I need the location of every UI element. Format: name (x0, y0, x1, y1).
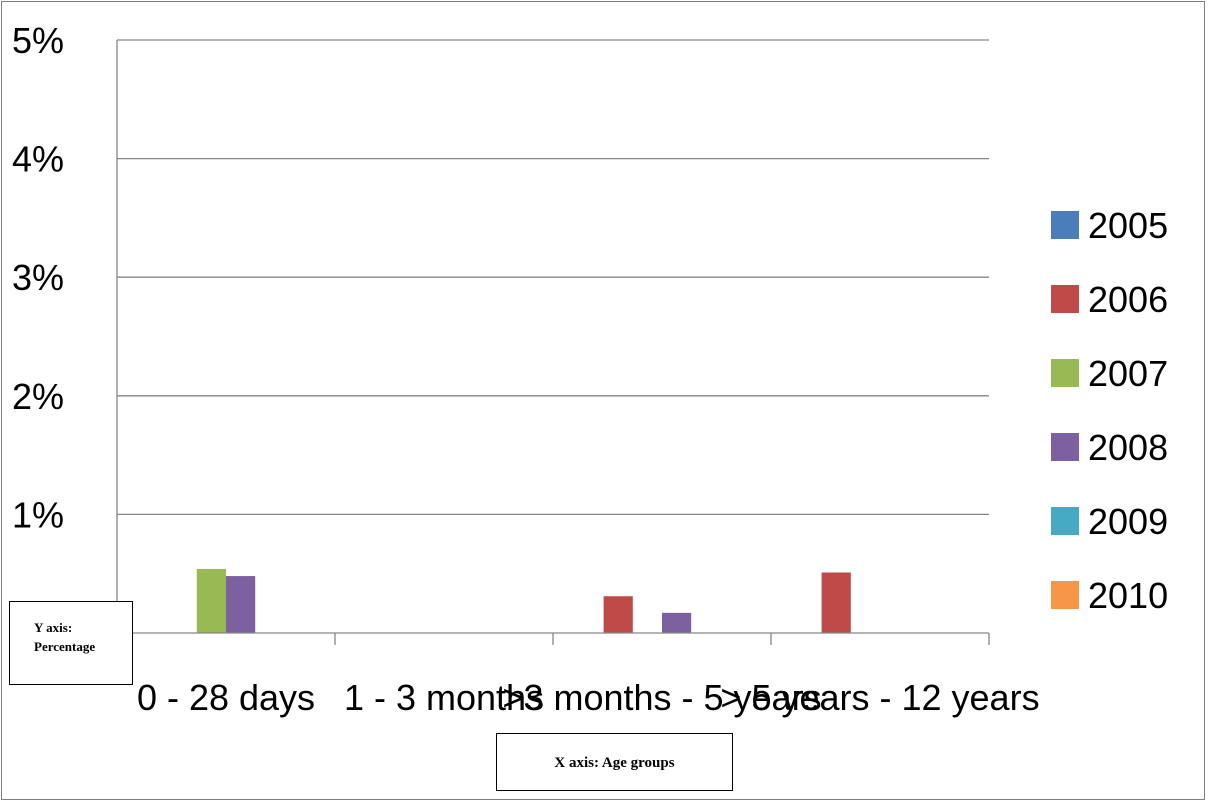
x-category-label: 0 - 28 days (137, 677, 315, 718)
bar (821, 572, 851, 633)
legend-label: 2007 (1088, 353, 1168, 394)
legend-label: 2005 (1088, 205, 1168, 246)
x-category-label: > 5 years - 12 years (720, 677, 1039, 718)
x-axis-title-box: X axis: Age groups (496, 733, 733, 791)
y-axis-title-line2: Percentage (34, 639, 96, 654)
legend-label: 2010 (1088, 575, 1168, 616)
legend-swatch (1051, 581, 1079, 609)
y-tick-label: 5% (12, 20, 64, 61)
bar (662, 612, 692, 633)
axes (116, 40, 990, 645)
y-axis-tick-labels: 0%1%2%3%4%5% (12, 20, 64, 654)
gridlines (117, 39, 989, 516)
x-axis-category-labels: 0 - 28 days 1 - 3 months>3 months - 5 yea… (137, 677, 1040, 718)
y-tick-label: 4% (12, 139, 64, 180)
bar (226, 576, 256, 633)
y-tick-label: 3% (12, 257, 64, 298)
x-axis-title: X axis: Age groups (554, 755, 675, 771)
legend-label: 2006 (1088, 279, 1168, 320)
legend-swatch (1051, 285, 1079, 313)
legend-swatch (1051, 507, 1079, 535)
legend: 2005 2006 2007 2008 2009 2010 (1051, 205, 1168, 616)
legend-swatch (1051, 211, 1079, 239)
legend-label: 2009 (1088, 501, 1168, 542)
y-tick-label: 1% (12, 494, 64, 535)
x-category-label: 1 - 3 months (344, 677, 544, 718)
y-tick-label: 2% (12, 376, 64, 417)
legend-swatch (1051, 359, 1079, 387)
legend-swatch (1051, 433, 1079, 461)
legend-label: 2008 (1088, 427, 1168, 468)
bar (196, 568, 226, 633)
bar (603, 596, 633, 633)
y-axis-title-line1: Y axis: (34, 620, 73, 635)
bars (196, 568, 851, 633)
x-category-label: >3 months - 5 years (502, 677, 821, 718)
y-axis-title-box: Y axis: Percentage (9, 601, 133, 685)
